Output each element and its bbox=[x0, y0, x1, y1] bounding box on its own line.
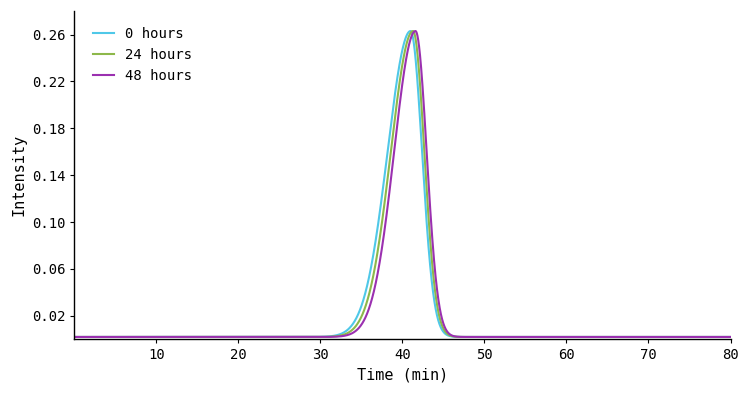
Y-axis label: Intensity: Intensity bbox=[11, 134, 26, 216]
0 hours bbox=[97, 335, 106, 339]
0 hours bbox=[70, 335, 79, 339]
24 hours bbox=[73, 335, 82, 339]
Line: 0 hours: 0 hours bbox=[74, 31, 730, 337]
0 hours bbox=[109, 335, 118, 339]
0 hours bbox=[391, 91, 400, 96]
48 hours bbox=[411, 29, 420, 33]
24 hours bbox=[70, 335, 79, 339]
24 hours bbox=[726, 335, 735, 339]
24 hours bbox=[109, 335, 118, 339]
24 hours bbox=[692, 335, 700, 339]
48 hours bbox=[97, 335, 106, 339]
24 hours bbox=[409, 29, 418, 33]
Legend: 0 hours, 24 hours, 48 hours: 0 hours, 24 hours, 48 hours bbox=[88, 21, 198, 88]
24 hours bbox=[97, 335, 106, 339]
0 hours bbox=[692, 335, 700, 339]
Line: 24 hours: 24 hours bbox=[74, 31, 730, 337]
48 hours bbox=[73, 335, 82, 339]
0 hours bbox=[198, 335, 207, 339]
24 hours bbox=[391, 115, 400, 119]
48 hours bbox=[692, 335, 700, 339]
48 hours bbox=[109, 335, 118, 339]
48 hours bbox=[391, 141, 400, 146]
0 hours bbox=[73, 335, 82, 339]
0 hours bbox=[726, 335, 735, 339]
0 hours bbox=[406, 29, 415, 33]
X-axis label: Time (min): Time (min) bbox=[357, 368, 448, 383]
Line: 48 hours: 48 hours bbox=[74, 31, 730, 337]
48 hours bbox=[198, 335, 207, 339]
48 hours bbox=[70, 335, 79, 339]
24 hours bbox=[198, 335, 207, 339]
48 hours bbox=[726, 335, 735, 339]
